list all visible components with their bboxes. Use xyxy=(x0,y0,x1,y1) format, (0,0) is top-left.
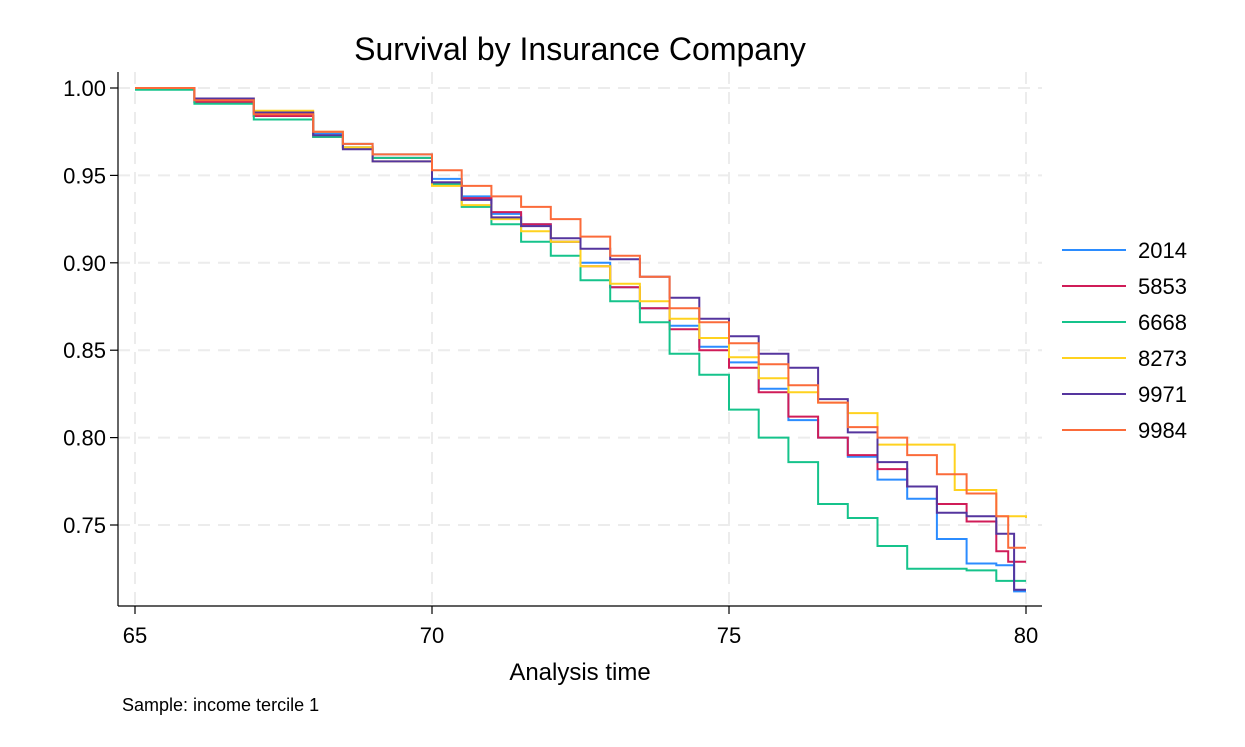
y-tick-label: 0.85 xyxy=(63,338,106,363)
legend-label-9984: 9984 xyxy=(1138,418,1187,443)
x-tick-label: 65 xyxy=(123,623,147,648)
x-tick-label: 75 xyxy=(717,623,741,648)
y-tick-label: 0.80 xyxy=(63,426,106,451)
x-axis-label: Analysis time xyxy=(509,659,650,686)
y-tick-label: 0.90 xyxy=(63,251,106,276)
x-tick-label: 70 xyxy=(420,623,444,648)
legend-label-8273: 8273 xyxy=(1138,346,1187,371)
legend-label-6668: 6668 xyxy=(1138,310,1187,335)
series-line-8273 xyxy=(135,87,1027,518)
legend-label-9971: 9971 xyxy=(1138,382,1187,407)
series-line-9984 xyxy=(135,87,1026,549)
legend-label-5853: 5853 xyxy=(1138,274,1187,299)
x-tick-label: 80 xyxy=(1014,623,1038,648)
legend-label-2014: 2014 xyxy=(1138,238,1187,263)
y-tick-label: 1.00 xyxy=(63,76,106,101)
y-tick-label: 0.75 xyxy=(63,513,106,538)
series-group xyxy=(135,87,1027,593)
axes: 0.75 0.80 0.85 0.90 0.95 1.00 65 70 75 80 xyxy=(63,72,1042,648)
legend: 2014 5853 6668 8273 9971 9984 xyxy=(1062,238,1187,443)
chart-note: Sample: income tercile 1 xyxy=(122,695,319,715)
chart-title: Survival by Insurance Company xyxy=(354,31,806,67)
y-tick-label: 0.95 xyxy=(63,163,106,188)
